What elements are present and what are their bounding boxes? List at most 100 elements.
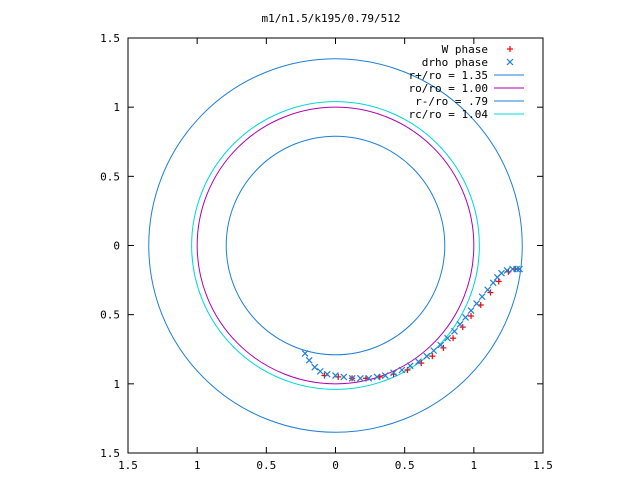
x-tick-label: 1 xyxy=(194,459,201,472)
point-s1-21 xyxy=(456,320,464,328)
point-stroke xyxy=(301,349,309,357)
point-s1-18 xyxy=(437,341,445,349)
legend-label-4: r-/ro = .79 xyxy=(415,95,488,108)
point-stroke xyxy=(415,358,422,366)
y-tick-label: 1 xyxy=(113,378,120,391)
point-s1-13 xyxy=(398,366,406,374)
point-stroke xyxy=(456,320,464,328)
point-stroke xyxy=(398,366,406,374)
point-s1-14 xyxy=(406,362,414,370)
point-stroke xyxy=(498,269,505,277)
legend-label-2: r+/ro = 1.35 xyxy=(409,69,488,82)
point-stroke xyxy=(348,374,356,382)
legend-swatch-0 xyxy=(507,46,513,52)
y-tick-label: 1.5 xyxy=(100,447,120,460)
point-stroke xyxy=(406,362,414,370)
point-s1-3 xyxy=(316,367,324,375)
point-s0-12 xyxy=(468,313,475,320)
point-stroke xyxy=(311,363,319,371)
point-stroke xyxy=(437,341,445,349)
point-stroke xyxy=(484,286,492,294)
point-s1-16 xyxy=(423,352,431,360)
x-tick-label: 0.5 xyxy=(256,459,276,472)
point-stroke xyxy=(503,266,511,274)
x-tick-label: 1.5 xyxy=(533,459,553,472)
point-stroke xyxy=(423,352,431,360)
legend-swatch-stroke xyxy=(506,58,514,66)
y-tick-label: 0 xyxy=(113,240,120,253)
legend-label-1: drho phase xyxy=(422,56,488,69)
circle-2 xyxy=(148,58,523,433)
point-s1-8 xyxy=(356,374,364,382)
point-s1-7 xyxy=(348,374,356,382)
point-s0-8 xyxy=(429,353,436,360)
point-s0-10 xyxy=(450,335,457,342)
point-stroke xyxy=(451,327,458,335)
point-s1-19 xyxy=(444,334,451,342)
y-tick-label: 0.5 xyxy=(100,170,120,183)
point-stroke xyxy=(473,300,481,308)
legend-label-0: W phase xyxy=(442,43,488,56)
x-tick-label: 1.5 xyxy=(118,459,138,472)
y-tick-label: 1 xyxy=(113,101,120,114)
point-s1-25 xyxy=(478,293,486,301)
point-stroke xyxy=(390,369,398,377)
y-tick-label: 1.5 xyxy=(100,32,120,45)
point-stroke xyxy=(467,307,475,314)
point-stroke xyxy=(323,370,331,378)
point-stroke xyxy=(305,356,313,364)
point-stroke xyxy=(316,367,324,375)
point-s1-29 xyxy=(498,269,505,277)
y-tick-label: 0.5 xyxy=(100,309,120,322)
axis-ticks: 1.5 1 0.5 0 0.5 1 1.51.510.500.511.5 xyxy=(100,32,553,472)
point-s1-2 xyxy=(311,363,319,371)
legend-label-5: rc/ro = 1.04 xyxy=(409,108,489,121)
point-stroke xyxy=(332,372,339,379)
point-s1-17 xyxy=(430,347,438,355)
circle-4 xyxy=(225,135,446,356)
point-s1-1 xyxy=(305,356,313,364)
point-s1-15 xyxy=(415,358,422,366)
chart-title: m1/n1.5/k195/0.79/512 xyxy=(261,12,400,25)
point-stroke xyxy=(373,373,381,381)
point-stroke xyxy=(381,372,389,379)
circle-3 xyxy=(196,106,475,385)
point-stroke xyxy=(513,265,521,273)
point-s1-26 xyxy=(484,286,492,294)
point-s1-0 xyxy=(301,349,309,357)
point-stroke xyxy=(430,347,438,355)
point-stroke xyxy=(340,373,348,381)
point-stroke xyxy=(444,334,451,342)
reference-circles xyxy=(148,58,523,433)
point-s1-27 xyxy=(489,279,497,287)
phase-points xyxy=(301,265,523,382)
point-s1-30 xyxy=(503,266,511,274)
point-stroke xyxy=(365,374,373,382)
x-tick-label: 1 xyxy=(471,459,478,472)
point-s1-20 xyxy=(451,327,458,335)
point-s1-5 xyxy=(332,372,339,379)
point-s1-11 xyxy=(381,372,389,379)
x-tick-label: 0 xyxy=(332,459,339,472)
point-s1-24 xyxy=(473,300,481,308)
point-stroke xyxy=(516,265,523,273)
circle-5 xyxy=(191,101,480,390)
point-s1-33 xyxy=(516,265,523,273)
point-stroke xyxy=(478,293,486,301)
point-s1-23 xyxy=(467,307,475,314)
point-stroke xyxy=(462,314,469,321)
legend-label-3: ro/ro = 1.00 xyxy=(409,82,488,95)
point-stroke xyxy=(356,374,364,382)
point-s1-12 xyxy=(390,369,398,377)
point-s1-9 xyxy=(365,374,373,382)
point-stroke xyxy=(489,279,497,287)
legend-swatch-1 xyxy=(506,58,514,66)
point-s1-4 xyxy=(323,370,331,378)
point-s1-32 xyxy=(513,265,521,273)
point-s1-6 xyxy=(340,373,348,381)
x-tick-label: 0.5 xyxy=(395,459,415,472)
point-s1-22 xyxy=(462,314,469,321)
point-s1-10 xyxy=(373,373,381,381)
